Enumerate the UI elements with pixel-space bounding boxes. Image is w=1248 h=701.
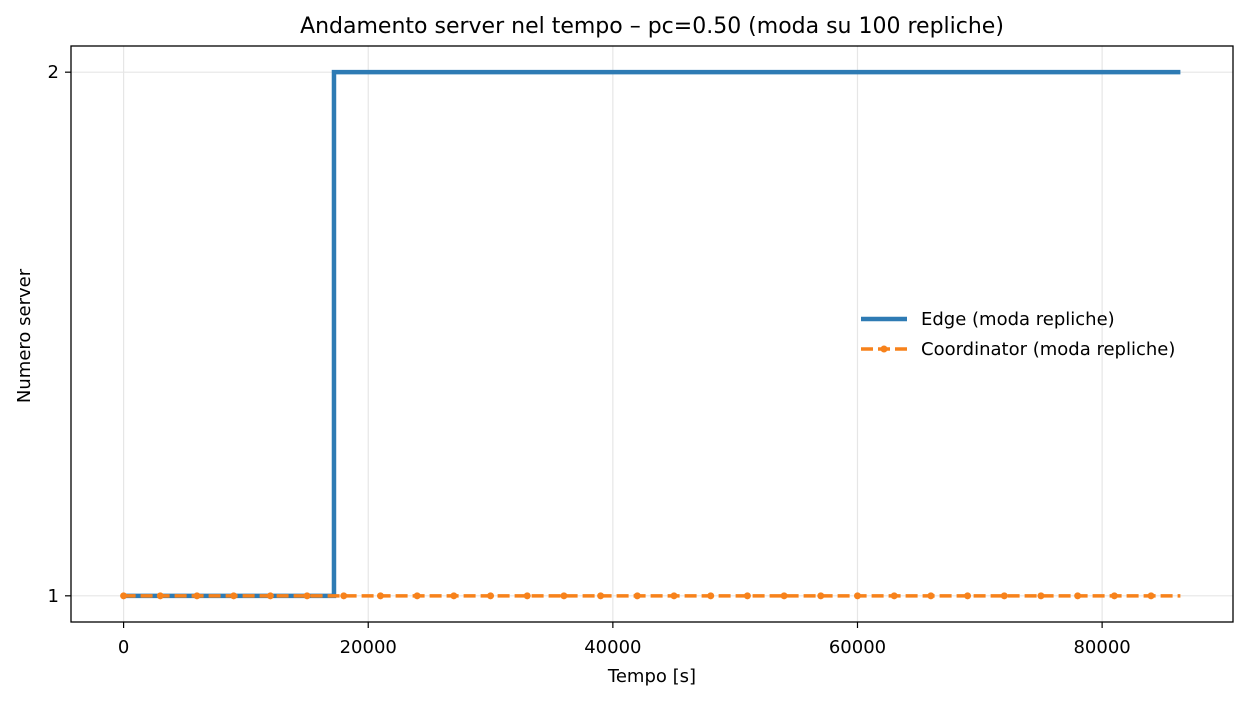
ticks: 0 20000 40000 60000 80000 1 2 xyxy=(48,62,1131,658)
chart-title: Andamento server nel tempo – pc=0.50 (mo… xyxy=(300,14,1004,39)
coordinator-point xyxy=(1074,592,1082,600)
coordinator-point xyxy=(743,592,751,600)
coordinator-point xyxy=(487,592,495,600)
plot-frame xyxy=(70,45,1234,623)
x-axis-label: Tempo [s] xyxy=(607,666,696,687)
coordinator-point xyxy=(670,592,678,600)
y-tick-label: 1 xyxy=(48,586,59,607)
legend-edge-label: Edge (moda repliche) xyxy=(921,309,1115,330)
coordinator-point xyxy=(707,592,715,600)
coordinator-point xyxy=(523,592,531,600)
coordinator-point xyxy=(266,592,274,600)
coordinator-point xyxy=(633,592,641,600)
coordinator-point xyxy=(890,592,898,600)
coordinator-point xyxy=(780,592,788,600)
legend-coordinator-label: Coordinator (moda repliche) xyxy=(921,339,1175,360)
coordinator-point xyxy=(1037,592,1045,600)
x-tick-label: 0 xyxy=(118,637,129,658)
coordinator-point xyxy=(1147,592,1155,600)
coordinator-point xyxy=(597,592,605,600)
grid xyxy=(71,46,1233,622)
x-tick-label: 40000 xyxy=(584,637,641,658)
coordinator-point xyxy=(560,592,568,600)
coordinator-point xyxy=(1110,592,1118,600)
legend-coordinator-marker xyxy=(880,345,888,353)
coordinator-point xyxy=(817,592,825,600)
coordinator-point xyxy=(340,592,348,600)
x-tick-label: 60000 xyxy=(829,637,886,658)
y-tick-label: 2 xyxy=(48,62,59,83)
coordinator-point xyxy=(450,592,458,600)
coordinator-point xyxy=(193,592,201,600)
coordinator-point xyxy=(376,592,384,600)
y-axis-label: Numero server xyxy=(14,268,35,403)
series-line-edge xyxy=(123,69,1181,599)
x-tick-label: 20000 xyxy=(340,637,397,658)
coordinator-point xyxy=(927,592,935,600)
coordinator-point xyxy=(303,592,311,600)
coordinator-point xyxy=(156,592,164,600)
x-tick-label: 80000 xyxy=(1073,637,1130,658)
series-layer xyxy=(120,69,1181,600)
coordinator-point xyxy=(964,592,972,600)
coordinator-point xyxy=(230,592,238,600)
coordinator-point xyxy=(413,592,421,600)
legend: Edge (moda repliche) Coordinator (moda r… xyxy=(861,309,1175,360)
coordinator-point xyxy=(1000,592,1008,600)
coordinator-point xyxy=(120,592,128,600)
coordinator-point xyxy=(853,592,861,600)
